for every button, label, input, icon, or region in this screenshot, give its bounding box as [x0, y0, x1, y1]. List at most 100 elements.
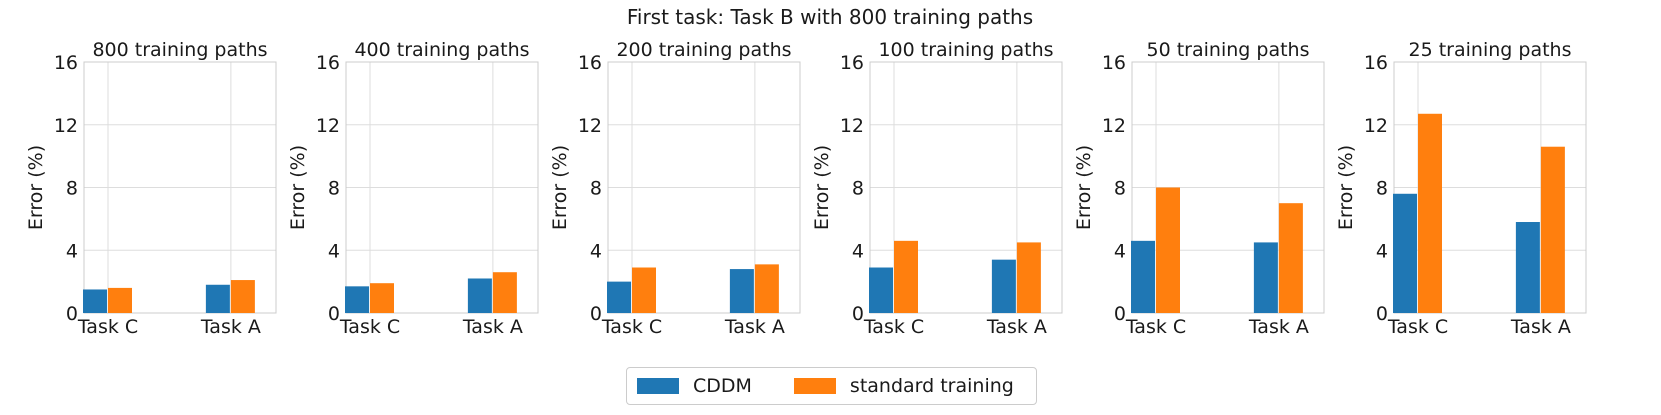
bar-standard-training-task-a — [1278, 203, 1303, 313]
y-tick-label: 8 — [590, 178, 602, 200]
figure-title: First task: Task B with 800 training pat… — [627, 5, 1033, 29]
axes-frame — [345, 61, 539, 314]
y-tick-label: 0 — [590, 303, 602, 325]
bar-cddm-task-c — [607, 281, 631, 313]
y-axis-label: Error (%) — [549, 145, 571, 230]
subplots: 0 4 8 12 16 Task C Task A 800 training paths Err… — [25, 39, 1587, 338]
y-tick-label: 8 — [328, 178, 340, 200]
legend-swatch-standard-training — [793, 378, 836, 394]
subplot-title: 25 training paths — [1409, 39, 1572, 61]
axes-frame — [83, 61, 277, 314]
y-tick-label: 0 — [1114, 303, 1126, 325]
y-tick-label: 12 — [1364, 115, 1388, 137]
bar-standard-training-task-c — [632, 267, 656, 313]
bar-cddm-task-a — [991, 259, 1016, 313]
y-tick-label: 12 — [316, 115, 340, 137]
y-tick-label: 12 — [840, 115, 864, 137]
subplot-6: 0 4 8 12 16 Task C Task A 25 training paths Erro… — [1335, 39, 1587, 338]
bar-standard-training-task-c — [894, 240, 918, 313]
y-tick-label: 8 — [1114, 178, 1126, 200]
x-tick-label: Task C — [339, 316, 400, 338]
bar-cddm-task-a — [467, 278, 492, 313]
y-axis-label: Error (%) — [811, 145, 833, 230]
bar-cddm-task-c — [345, 286, 369, 313]
y-tick-label: 0 — [1376, 303, 1388, 325]
y-tick-label: 0 — [852, 303, 864, 325]
y-tick-label: 4 — [1114, 240, 1126, 262]
bar-standard-training-task-c — [370, 283, 394, 313]
bar-cddm-task-a — [1515, 222, 1540, 313]
bar-cddm-task-c — [1393, 193, 1417, 313]
x-tick-label: Task A — [1510, 316, 1571, 338]
legend-swatch-cddm — [637, 378, 679, 394]
bar-standard-training-task-a — [1540, 146, 1565, 313]
y-tick-label: 4 — [590, 240, 602, 262]
y-tick-label: 4 — [852, 240, 864, 262]
legend-label-cddm: CDDM — [693, 375, 752, 397]
bar-cddm-task-c — [1131, 240, 1155, 313]
subplot-title: 200 training paths — [616, 39, 791, 61]
axes-frame — [607, 61, 801, 314]
x-tick-label: Task A — [462, 316, 523, 338]
subplot-3: 0 4 8 12 16 Task C Task A 200 training paths Err… — [549, 39, 801, 338]
x-tick-label: Task C — [863, 316, 924, 338]
bar-cddm-task-c — [869, 267, 893, 313]
bar-standard-training-task-c — [1156, 187, 1180, 313]
x-tick-label: Task C — [1125, 316, 1186, 338]
bar-standard-training-task-c — [1418, 113, 1442, 313]
y-tick-label: 16 — [54, 52, 78, 74]
subplot-4: 0 4 8 12 16 Task C Task A 100 training paths Err… — [811, 39, 1063, 338]
subplot-1: 0 4 8 12 16 Task C Task A 800 training paths Err… — [25, 39, 277, 338]
bar-standard-training-task-a — [230, 280, 255, 313]
y-axis-label: Error (%) — [287, 145, 309, 230]
bar-standard-training-task-a — [492, 272, 517, 313]
bar-standard-training-task-c — [108, 287, 132, 313]
y-tick-label: 8 — [1376, 178, 1388, 200]
bar-cddm-task-a — [205, 284, 230, 313]
y-tick-label: 4 — [66, 240, 78, 262]
y-tick-label: 0 — [66, 303, 78, 325]
legend-item-standard-training: standard training — [793, 375, 1014, 397]
x-tick-label: Task A — [986, 316, 1047, 338]
bar-cddm-task-a — [729, 269, 754, 313]
x-tick-label: Task A — [200, 316, 261, 338]
bar-standard-training-task-a — [754, 264, 779, 313]
subplot-2: 0 4 8 12 16 Task C Task A 400 training paths Err… — [287, 39, 539, 338]
bar-cddm-task-a — [1253, 242, 1278, 313]
legend-item-cddm: CDDM — [637, 375, 752, 397]
y-tick-label: 12 — [578, 115, 602, 137]
subplot-5: 0 4 8 12 16 Task C Task A 50 training paths Erro… — [1073, 39, 1325, 338]
legend: CDDM standard training — [626, 367, 1037, 405]
y-axis-label: Error (%) — [1335, 145, 1357, 230]
y-axis-label: Error (%) — [1073, 145, 1095, 230]
y-tick-label: 16 — [316, 52, 340, 74]
subplot-title: 100 training paths — [878, 39, 1053, 61]
subplot-title: 400 training paths — [354, 39, 529, 61]
y-tick-label: 16 — [840, 52, 864, 74]
bar-standard-training-task-a — [1016, 242, 1041, 313]
axes-frame — [1393, 61, 1587, 314]
x-tick-label: Task A — [1248, 316, 1309, 338]
y-tick-label: 16 — [1102, 52, 1126, 74]
x-tick-label: Task C — [1387, 316, 1448, 338]
x-tick-label: Task A — [724, 316, 785, 338]
y-tick-label: 16 — [1364, 52, 1388, 74]
y-tick-label: 8 — [852, 178, 864, 200]
x-tick-label: Task C — [601, 316, 662, 338]
y-tick-label: 12 — [54, 115, 78, 137]
y-tick-label: 0 — [328, 303, 340, 325]
subplot-title: 800 training paths — [92, 39, 267, 61]
y-tick-label: 12 — [1102, 115, 1126, 137]
legend-label-standard-training: standard training — [849, 375, 1014, 397]
y-tick-label: 16 — [578, 52, 602, 74]
axes-frame — [869, 61, 1063, 314]
bar-cddm-task-c — [83, 289, 107, 313]
y-tick-label: 4 — [1376, 240, 1388, 262]
y-axis-label: Error (%) — [25, 145, 47, 230]
axes-frame — [1131, 61, 1325, 314]
y-tick-label: 4 — [328, 240, 340, 262]
y-tick-label: 8 — [66, 178, 78, 200]
x-tick-label: Task C — [77, 316, 138, 338]
subplot-title: 50 training paths — [1147, 39, 1310, 61]
